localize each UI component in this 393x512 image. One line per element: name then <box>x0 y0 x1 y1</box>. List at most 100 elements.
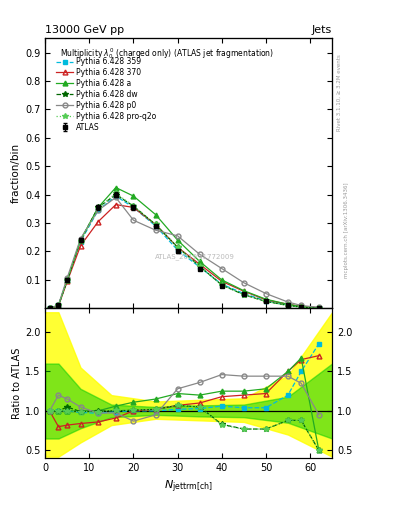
Pythia 6.428 p0 <box>264 290 268 296</box>
Legend: Pythia 6.428 359, Pythia 6.428 370, Pythia 6.428 a, Pythia 6.428 dw, Pythia 6.42: Pythia 6.428 359, Pythia 6.428 370, Pyth… <box>55 56 158 133</box>
Pythia 6.428 370 <box>219 278 224 284</box>
Pythia 6.428 359 <box>78 239 83 245</box>
Line: Pythia 6.428 dw: Pythia 6.428 dw <box>47 192 321 311</box>
Pythia 6.428 p0 <box>175 233 180 239</box>
Text: mcplots.cern.ch [arXiv:1306.3436]: mcplots.cern.ch [arXiv:1306.3436] <box>344 183 349 278</box>
Pythia 6.428 359 <box>131 204 136 210</box>
Text: Rivet 3.1.10, ≥ 3.2M events: Rivet 3.1.10, ≥ 3.2M events <box>337 54 342 131</box>
Pythia 6.428 dw <box>65 277 70 283</box>
Pythia 6.428 p0 <box>114 195 118 201</box>
Pythia 6.428 a <box>316 305 321 311</box>
Text: 13000 GeV pp: 13000 GeV pp <box>45 25 124 35</box>
Pythia 6.428 dw <box>316 305 321 311</box>
Pythia 6.428 370 <box>175 244 180 250</box>
Pythia 6.428 a <box>114 184 118 190</box>
Text: Multiplicity $\lambda_0^0$ (charged only) (ATLAS jet fragmentation): Multiplicity $\lambda_0^0$ (charged only… <box>60 47 274 61</box>
Pythia 6.428 a <box>78 237 83 243</box>
Pythia 6.428 370 <box>114 202 118 208</box>
Pythia 6.428 a <box>153 211 158 218</box>
Pythia 6.428 p0 <box>96 207 101 214</box>
Pythia 6.428 pro-q2o <box>316 305 321 311</box>
Line: Pythia 6.428 359: Pythia 6.428 359 <box>48 194 321 310</box>
Pythia 6.428 pro-q2o <box>47 305 52 311</box>
Pythia 6.428 p0 <box>219 265 224 271</box>
Pythia 6.428 a <box>56 303 61 309</box>
Pythia 6.428 p0 <box>286 299 290 305</box>
Y-axis label: Ratio to ATLAS: Ratio to ATLAS <box>12 348 22 419</box>
Pythia 6.428 dw <box>175 244 180 250</box>
Pythia 6.428 pro-q2o <box>96 205 101 211</box>
Line: Pythia 6.428 370: Pythia 6.428 370 <box>47 202 321 311</box>
Line: Pythia 6.428 a: Pythia 6.428 a <box>47 185 321 311</box>
Pythia 6.428 dw <box>219 282 224 288</box>
Pythia 6.428 p0 <box>56 302 61 308</box>
Pythia 6.428 pro-q2o <box>131 203 136 209</box>
Pythia 6.428 359 <box>197 264 202 270</box>
Pythia 6.428 dw <box>241 292 246 298</box>
Pythia 6.428 pro-q2o <box>153 221 158 227</box>
Pythia 6.428 p0 <box>316 304 321 310</box>
Pythia 6.428 dw <box>197 263 202 269</box>
Pythia 6.428 359 <box>65 277 70 283</box>
Pythia 6.428 a <box>131 193 136 199</box>
Pythia 6.428 370 <box>241 288 246 294</box>
Pythia 6.428 370 <box>78 243 83 249</box>
Pythia 6.428 a <box>175 237 180 243</box>
Pythia 6.428 359 <box>114 193 118 199</box>
Pythia 6.428 a <box>96 204 101 210</box>
Pythia 6.428 pro-q2o <box>56 303 61 309</box>
Pythia 6.428 370 <box>96 219 101 225</box>
Pythia 6.428 359 <box>219 281 224 287</box>
Pythia 6.428 a <box>197 259 202 265</box>
Pythia 6.428 pro-q2o <box>241 292 246 298</box>
Pythia 6.428 dw <box>114 191 118 198</box>
Pythia 6.428 a <box>47 305 52 311</box>
Pythia 6.428 359 <box>56 303 61 309</box>
Pythia 6.428 dw <box>56 303 61 309</box>
Pythia 6.428 370 <box>299 303 303 309</box>
Pythia 6.428 359 <box>153 223 158 229</box>
Pythia 6.428 dw <box>286 303 290 309</box>
Pythia 6.428 370 <box>131 204 136 210</box>
Pythia 6.428 pro-q2o <box>264 298 268 305</box>
Pythia 6.428 370 <box>264 296 268 303</box>
Pythia 6.428 a <box>286 301 290 307</box>
Pythia 6.428 dw <box>264 298 268 305</box>
Pythia 6.428 370 <box>286 301 290 307</box>
Pythia 6.428 359 <box>299 304 303 310</box>
Pythia 6.428 dw <box>131 203 136 209</box>
Pythia 6.428 dw <box>96 204 101 210</box>
Text: ATLAS_2019_I1772009: ATLAS_2019_I1772009 <box>154 253 234 260</box>
Pythia 6.428 370 <box>47 305 52 311</box>
Text: Jets: Jets <box>312 25 332 35</box>
Pythia 6.428 p0 <box>78 236 83 242</box>
Pythia 6.428 a <box>219 277 224 283</box>
Pythia 6.428 359 <box>316 305 321 311</box>
Pythia 6.428 359 <box>241 290 246 296</box>
Pythia 6.428 dw <box>47 305 52 311</box>
Pythia 6.428 p0 <box>153 227 158 233</box>
Pythia 6.428 359 <box>47 305 52 311</box>
Pythia 6.428 a <box>299 304 303 310</box>
Pythia 6.428 p0 <box>47 305 52 311</box>
Pythia 6.428 370 <box>56 303 61 309</box>
Y-axis label: fraction/bin: fraction/bin <box>11 143 21 203</box>
Pythia 6.428 dw <box>299 304 303 310</box>
Pythia 6.428 359 <box>96 207 101 214</box>
Pythia 6.428 359 <box>264 298 268 304</box>
Pythia 6.428 p0 <box>197 251 202 258</box>
Pythia 6.428 a <box>241 288 246 294</box>
Pythia 6.428 pro-q2o <box>175 244 180 250</box>
Pythia 6.428 pro-q2o <box>286 303 290 309</box>
Pythia 6.428 359 <box>286 302 290 308</box>
Pythia 6.428 dw <box>78 238 83 244</box>
Pythia 6.428 dw <box>153 221 158 227</box>
X-axis label: $N_{\rm jettrm[ch]}$: $N_{\rm jettrm[ch]}$ <box>164 479 213 495</box>
Pythia 6.428 pro-q2o <box>219 282 224 288</box>
Pythia 6.428 370 <box>316 305 321 311</box>
Pythia 6.428 pro-q2o <box>78 238 83 244</box>
Pythia 6.428 370 <box>153 221 158 227</box>
Pythia 6.428 pro-q2o <box>65 277 70 283</box>
Pythia 6.428 a <box>65 277 70 283</box>
Line: Pythia 6.428 pro-q2o: Pythia 6.428 pro-q2o <box>47 190 321 311</box>
